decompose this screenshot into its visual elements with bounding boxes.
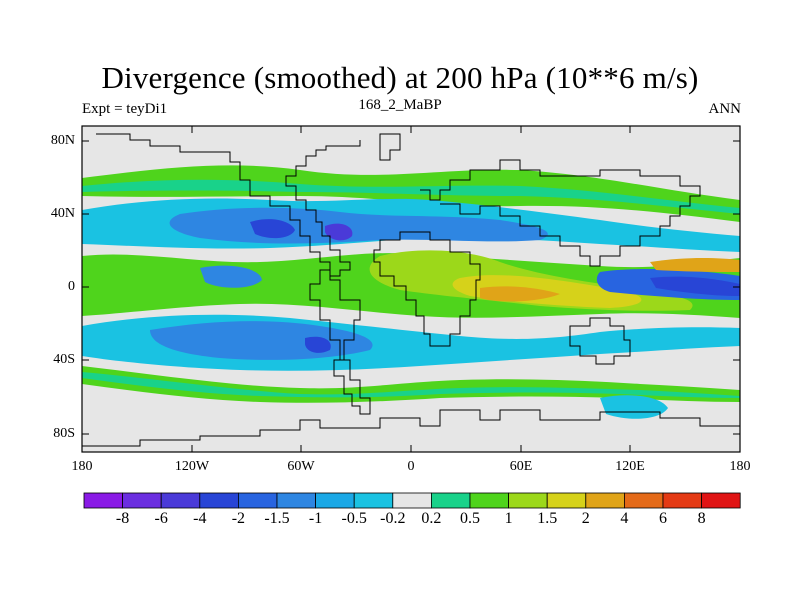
colorbar-box: [508, 492, 548, 509]
x-tick-label: 0: [407, 459, 415, 474]
x-tick-label: 120W: [174, 459, 210, 474]
y-axis-ticks: [82, 140, 740, 435]
y-tick-label: 80S: [53, 426, 75, 441]
case-label: 168_2_MaBP: [358, 97, 442, 113]
contour-south-dark-blue: [305, 336, 331, 353]
colorbar-box: [237, 492, 278, 509]
colorbar-label: 8: [697, 510, 706, 527]
contour-equator-orange: [480, 286, 560, 302]
colorbar-label: -0.5: [341, 510, 367, 527]
x-axis-ticks: [81, 126, 741, 452]
colorbar-label: 1: [504, 510, 513, 527]
colorbar-box: [546, 492, 587, 509]
contour-tropic-blue-west: [200, 265, 262, 288]
divergence-field: [82, 126, 740, 452]
colorbar-box: [199, 492, 239, 509]
australia-outline: [569, 317, 631, 365]
colorbar-label: 1.5: [537, 510, 558, 527]
contour-north-teal: [82, 179, 740, 214]
x-tick-label: 60W: [287, 459, 315, 474]
x-tick-label: 180: [729, 459, 751, 474]
contour-south-blue-blob: [600, 395, 668, 419]
contour-north-darkest: [325, 223, 353, 241]
colorbar-box: [469, 492, 509, 509]
colorbar-label: 0.5: [460, 510, 480, 527]
colorbar-box: [430, 492, 471, 509]
coastlines: [82, 133, 740, 447]
colorbar-box: [701, 492, 741, 509]
colorbar-label: -6: [154, 510, 168, 527]
colorbar-box: [276, 492, 316, 509]
colorbar-label: -4: [193, 510, 207, 527]
africa-outline: [373, 231, 481, 347]
colorbar-label: -1.5: [264, 510, 290, 527]
colorbar-box: [353, 492, 394, 509]
contour-pacific-darkblue: [650, 276, 740, 296]
y-tick-label: 0: [68, 279, 75, 294]
colorbar-label: 4: [620, 510, 629, 527]
x-tick-label: 60E: [509, 459, 533, 474]
colorbar-label: 0.2: [421, 510, 442, 527]
colorbar-label: 6: [659, 510, 667, 527]
colorbar-label: -1: [308, 510, 323, 527]
y-tick-label: 40S: [53, 352, 75, 367]
colorbar-label: -0.2: [380, 510, 406, 527]
colorbar-box: [392, 492, 432, 509]
colorbar-box: [585, 492, 625, 509]
colorbar-label: -8: [115, 510, 130, 527]
plot-title: Divergence (smoothed) at 200 hPa (10**6 …: [101, 60, 699, 95]
south-america-outline: [309, 269, 371, 415]
colorbar-box: [662, 492, 702, 509]
x-tick-label: 120E: [615, 459, 645, 474]
colorbar-label: -2: [231, 510, 246, 527]
colorbar: [83, 492, 741, 509]
contour-north-dark-blue: [250, 219, 295, 239]
antarctica-outline: [82, 409, 740, 447]
greenland-outline: [379, 133, 401, 161]
north-america-outline: [96, 133, 361, 277]
x-tick-label: 180: [71, 459, 93, 474]
colorbar-box: [315, 492, 355, 509]
y-tick-label: 80N: [50, 133, 75, 148]
contour-south-teal: [82, 372, 740, 398]
colorbar-label: 2: [581, 510, 590, 527]
eurasia-outline: [420, 159, 701, 267]
contour-pacific-orange: [650, 258, 740, 272]
colorbar-box: [624, 492, 664, 509]
colorbar-box: [83, 492, 123, 509]
colorbar-box: [122, 492, 162, 509]
season-label: ANN: [708, 101, 742, 117]
experiment-label: Expt = teyDi1: [82, 101, 168, 117]
colorbar-box: [160, 492, 201, 509]
y-tick-label: 40N: [50, 206, 75, 221]
